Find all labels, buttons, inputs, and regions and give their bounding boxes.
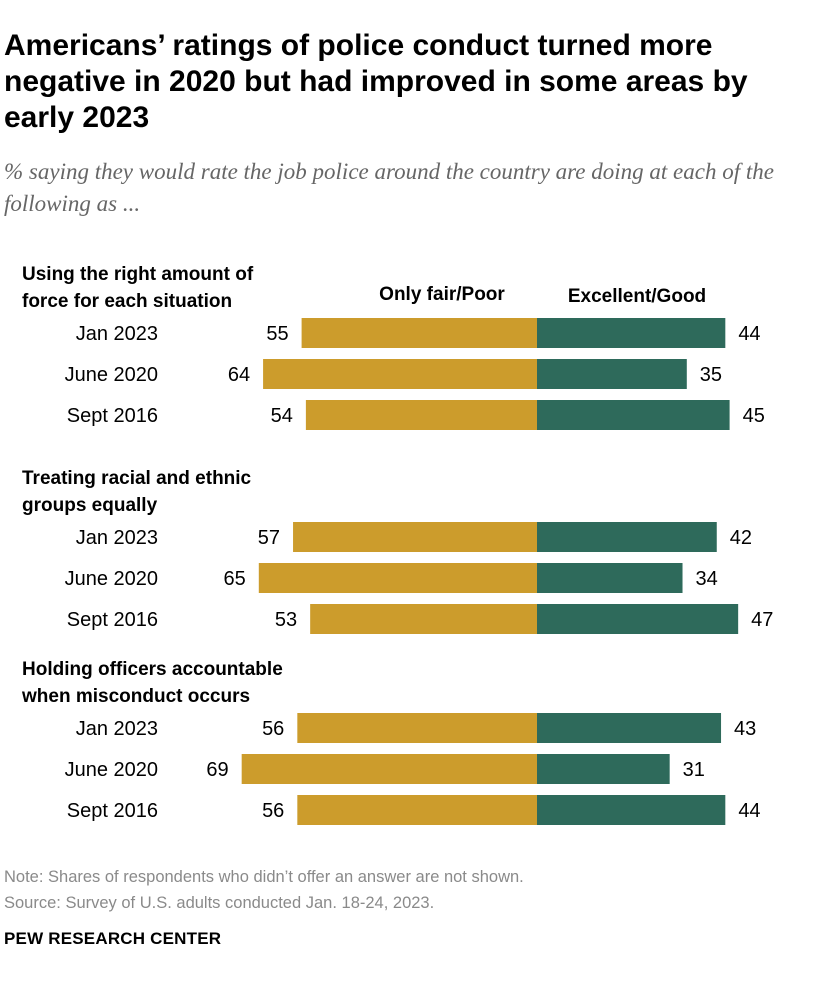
- bar-positive: [537, 713, 722, 743]
- period-label: Jan 2023: [76, 718, 158, 740]
- value-label-negative: 53: [275, 609, 297, 631]
- value-label-negative: 65: [224, 568, 246, 590]
- bar-positive: [537, 400, 730, 430]
- value-label-positive: 45: [743, 405, 765, 427]
- group-title: Holding officers accountable: [22, 659, 283, 680]
- bar-negative: [293, 522, 537, 552]
- source-text: Source: Survey of U.S. adults conducted …: [4, 894, 435, 912]
- value-label-negative: 56: [262, 718, 284, 740]
- bar-negative: [241, 754, 537, 784]
- value-label-negative: 54: [271, 405, 293, 427]
- value-label-positive: 43: [734, 718, 756, 740]
- value-label-negative: 69: [206, 759, 228, 781]
- bar-negative: [301, 318, 537, 348]
- bar-negative: [297, 713, 537, 743]
- period-label: Sept 2016: [67, 609, 158, 631]
- bars-layer: Using the right amount of force for each …: [21, 264, 773, 825]
- group-title: Using the right amount of: [22, 264, 254, 285]
- bar-negative: [297, 795, 537, 825]
- period-label: June 2020: [65, 364, 158, 386]
- bar-positive: [537, 754, 670, 784]
- value-label-positive: 35: [700, 364, 722, 386]
- bar-negative: [263, 359, 537, 389]
- value-label-positive: 31: [683, 759, 705, 781]
- value-label-positive: 44: [738, 323, 760, 345]
- period-label: Jan 2023: [76, 527, 158, 549]
- legend-positive: Excellent/Good: [568, 286, 706, 307]
- chart-title: Americans’ ratings of police conduct tur…: [4, 29, 748, 134]
- value-label-negative: 55: [266, 323, 288, 345]
- group-title: Treating racial and ethnic: [22, 468, 252, 489]
- bar-negative: [258, 563, 537, 593]
- period-label: Jan 2023: [76, 323, 158, 345]
- bar-positive: [537, 795, 726, 825]
- value-label-negative: 64: [228, 364, 250, 386]
- footnotes: Note: Shares of respondents who didn’t o…: [4, 864, 524, 916]
- note-text: Note: Shares of respondents who didn’t o…: [4, 868, 524, 886]
- value-label-negative: 57: [258, 527, 280, 549]
- group-title: groups equally: [22, 495, 158, 516]
- group-title: when misconduct occurs: [21, 686, 250, 707]
- bar-negative: [305, 400, 537, 430]
- value-label-positive: 42: [730, 527, 752, 549]
- value-label-positive: 47: [751, 609, 773, 631]
- period-label: Sept 2016: [67, 800, 158, 822]
- period-label: June 2020: [65, 568, 158, 590]
- period-label: June 2020: [65, 759, 158, 781]
- bar-negative: [310, 604, 537, 634]
- brand-logo-text: PEW RESEARCH CENTER: [4, 929, 222, 948]
- period-label: Sept 2016: [67, 405, 158, 427]
- bar-positive: [537, 359, 687, 389]
- value-label-negative: 56: [262, 800, 284, 822]
- value-label-positive: 44: [738, 800, 760, 822]
- chart-subtitle: % saying they would rate the job police …: [4, 159, 774, 216]
- bar-positive: [537, 563, 683, 593]
- bar-positive: [537, 604, 739, 634]
- value-label-positive: 34: [696, 568, 718, 590]
- bar-positive: [537, 318, 726, 348]
- bar-positive: [537, 522, 717, 552]
- legend-negative: Only fair/Poor: [379, 284, 505, 305]
- group-title: force for each situation: [22, 291, 232, 312]
